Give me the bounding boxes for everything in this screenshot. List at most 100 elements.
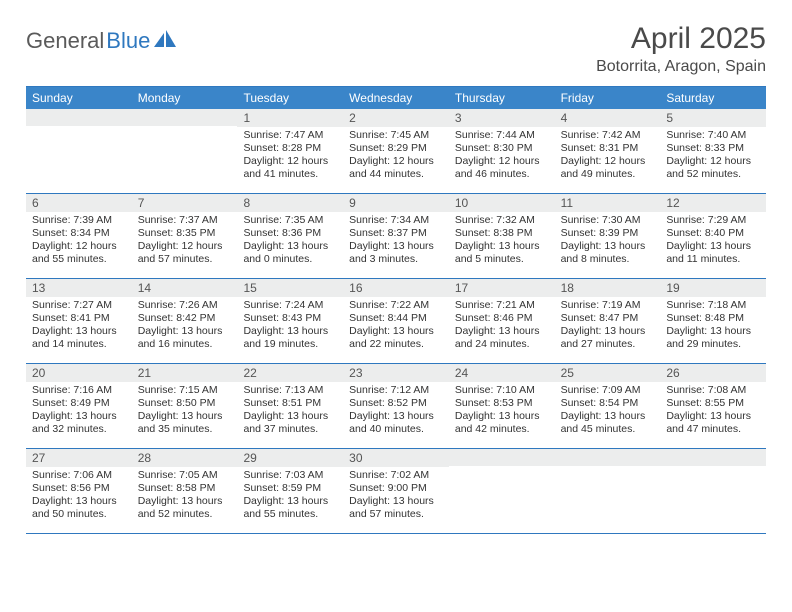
sunset-text: Sunset: 8:44 PM <box>349 312 443 325</box>
day-number: 26 <box>660 364 766 382</box>
day-body: Sunrise: 7:10 AMSunset: 8:53 PMDaylight:… <box>449 382 555 437</box>
header: GeneralBlue April 2025 Botorrita, Aragon… <box>26 22 766 76</box>
sunset-text: Sunset: 8:41 PM <box>32 312 126 325</box>
sunset-text: Sunset: 8:48 PM <box>666 312 760 325</box>
day-body: Sunrise: 7:06 AMSunset: 8:56 PMDaylight:… <box>26 467 132 522</box>
dow-saturday: Saturday <box>660 87 766 109</box>
sunset-text: Sunset: 8:31 PM <box>561 142 655 155</box>
day-cell <box>555 449 661 533</box>
day-number: 29 <box>237 449 343 467</box>
day-cell <box>660 449 766 533</box>
day-body: Sunrise: 7:02 AMSunset: 9:00 PMDaylight:… <box>343 467 449 522</box>
day-number <box>132 109 238 126</box>
sunset-text: Sunset: 9:00 PM <box>349 482 443 495</box>
day-number: 24 <box>449 364 555 382</box>
sunrise-text: Sunrise: 7:13 AM <box>243 384 337 397</box>
calendar-grid: Sunday Monday Tuesday Wednesday Thursday… <box>26 86 766 534</box>
day-body: Sunrise: 7:32 AMSunset: 8:38 PMDaylight:… <box>449 212 555 267</box>
dow-wednesday: Wednesday <box>343 87 449 109</box>
day-number: 17 <box>449 279 555 297</box>
sunset-text: Sunset: 8:56 PM <box>32 482 126 495</box>
day-number: 4 <box>555 109 661 127</box>
title-block: April 2025 Botorrita, Aragon, Spain <box>596 22 766 76</box>
day-cell: 25Sunrise: 7:09 AMSunset: 8:54 PMDayligh… <box>555 364 661 448</box>
daylight-text: Daylight: 12 hours and 44 minutes. <box>349 155 443 181</box>
day-number: 23 <box>343 364 449 382</box>
sunrise-text: Sunrise: 7:18 AM <box>666 299 760 312</box>
day-number: 18 <box>555 279 661 297</box>
sunrise-text: Sunrise: 7:39 AM <box>32 214 126 227</box>
logo: GeneralBlue <box>26 22 176 54</box>
day-body <box>132 126 238 128</box>
sunset-text: Sunset: 8:36 PM <box>243 227 337 240</box>
week-row: 6Sunrise: 7:39 AMSunset: 8:34 PMDaylight… <box>26 194 766 279</box>
day-cell: 29Sunrise: 7:03 AMSunset: 8:59 PMDayligh… <box>237 449 343 533</box>
daylight-text: Daylight: 13 hours and 50 minutes. <box>32 495 126 521</box>
calendar-page: GeneralBlue April 2025 Botorrita, Aragon… <box>0 0 792 534</box>
daylight-text: Daylight: 13 hours and 52 minutes. <box>138 495 232 521</box>
day-body: Sunrise: 7:08 AMSunset: 8:55 PMDaylight:… <box>660 382 766 437</box>
daylight-text: Daylight: 13 hours and 47 minutes. <box>666 410 760 436</box>
day-cell: 5Sunrise: 7:40 AMSunset: 8:33 PMDaylight… <box>660 109 766 193</box>
dow-monday: Monday <box>132 87 238 109</box>
day-number <box>449 449 555 466</box>
day-number: 6 <box>26 194 132 212</box>
sunset-text: Sunset: 8:50 PM <box>138 397 232 410</box>
sunset-text: Sunset: 8:40 PM <box>666 227 760 240</box>
day-cell: 27Sunrise: 7:06 AMSunset: 8:56 PMDayligh… <box>26 449 132 533</box>
day-cell: 18Sunrise: 7:19 AMSunset: 8:47 PMDayligh… <box>555 279 661 363</box>
sunset-text: Sunset: 8:43 PM <box>243 312 337 325</box>
day-body: Sunrise: 7:24 AMSunset: 8:43 PMDaylight:… <box>237 297 343 352</box>
dow-friday: Friday <box>555 87 661 109</box>
daylight-text: Daylight: 13 hours and 42 minutes. <box>455 410 549 436</box>
sunrise-text: Sunrise: 7:29 AM <box>666 214 760 227</box>
day-number: 21 <box>132 364 238 382</box>
day-number: 7 <box>132 194 238 212</box>
sunset-text: Sunset: 8:55 PM <box>666 397 760 410</box>
sunset-text: Sunset: 8:28 PM <box>243 142 337 155</box>
day-cell: 9Sunrise: 7:34 AMSunset: 8:37 PMDaylight… <box>343 194 449 278</box>
dow-tuesday: Tuesday <box>237 87 343 109</box>
daylight-text: Daylight: 12 hours and 41 minutes. <box>243 155 337 181</box>
sunrise-text: Sunrise: 7:44 AM <box>455 129 549 142</box>
day-number: 2 <box>343 109 449 127</box>
sunset-text: Sunset: 8:59 PM <box>243 482 337 495</box>
daylight-text: Daylight: 13 hours and 32 minutes. <box>32 410 126 436</box>
sunrise-text: Sunrise: 7:47 AM <box>243 129 337 142</box>
sunset-text: Sunset: 8:52 PM <box>349 397 443 410</box>
sunset-text: Sunset: 8:30 PM <box>455 142 549 155</box>
daylight-text: Daylight: 13 hours and 35 minutes. <box>138 410 232 436</box>
day-number: 22 <box>237 364 343 382</box>
sunset-text: Sunset: 8:38 PM <box>455 227 549 240</box>
daylight-text: Daylight: 13 hours and 45 minutes. <box>561 410 655 436</box>
day-cell: 6Sunrise: 7:39 AMSunset: 8:34 PMDaylight… <box>26 194 132 278</box>
sunset-text: Sunset: 8:54 PM <box>561 397 655 410</box>
day-body: Sunrise: 7:39 AMSunset: 8:34 PMDaylight:… <box>26 212 132 267</box>
sunset-text: Sunset: 8:39 PM <box>561 227 655 240</box>
day-body: Sunrise: 7:26 AMSunset: 8:42 PMDaylight:… <box>132 297 238 352</box>
logo-sail-icon <box>154 30 176 53</box>
day-cell: 30Sunrise: 7:02 AMSunset: 9:00 PMDayligh… <box>343 449 449 533</box>
sunrise-text: Sunrise: 7:26 AM <box>138 299 232 312</box>
sunset-text: Sunset: 8:29 PM <box>349 142 443 155</box>
day-cell: 10Sunrise: 7:32 AMSunset: 8:38 PMDayligh… <box>449 194 555 278</box>
location-text: Botorrita, Aragon, Spain <box>596 58 766 76</box>
day-cell: 17Sunrise: 7:21 AMSunset: 8:46 PMDayligh… <box>449 279 555 363</box>
daylight-text: Daylight: 13 hours and 55 minutes. <box>243 495 337 521</box>
day-cell: 16Sunrise: 7:22 AMSunset: 8:44 PMDayligh… <box>343 279 449 363</box>
day-number: 12 <box>660 194 766 212</box>
dow-sunday: Sunday <box>26 87 132 109</box>
sunset-text: Sunset: 8:53 PM <box>455 397 549 410</box>
day-number: 15 <box>237 279 343 297</box>
daylight-text: Daylight: 12 hours and 52 minutes. <box>666 155 760 181</box>
day-cell: 24Sunrise: 7:10 AMSunset: 8:53 PMDayligh… <box>449 364 555 448</box>
day-cell: 3Sunrise: 7:44 AMSunset: 8:30 PMDaylight… <box>449 109 555 193</box>
day-number: 25 <box>555 364 661 382</box>
day-cell: 19Sunrise: 7:18 AMSunset: 8:48 PMDayligh… <box>660 279 766 363</box>
day-number: 19 <box>660 279 766 297</box>
sunrise-text: Sunrise: 7:40 AM <box>666 129 760 142</box>
sunrise-text: Sunrise: 7:02 AM <box>349 469 443 482</box>
dow-thursday: Thursday <box>449 87 555 109</box>
day-cell: 22Sunrise: 7:13 AMSunset: 8:51 PMDayligh… <box>237 364 343 448</box>
daylight-text: Daylight: 12 hours and 55 minutes. <box>32 240 126 266</box>
